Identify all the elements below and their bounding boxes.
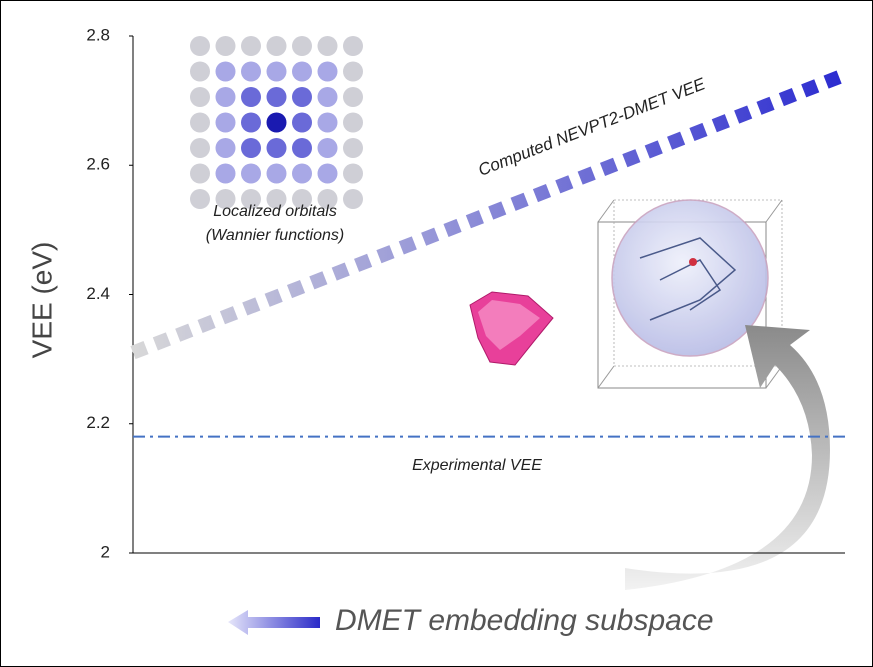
orbital-dot (318, 36, 338, 56)
orbital-dot (190, 189, 210, 209)
orbital-dot (190, 113, 210, 133)
orbital-dot (241, 113, 261, 133)
orbital-dot (241, 138, 261, 158)
orbital-dot (241, 62, 261, 82)
y-tick-label: 2.8 (86, 25, 110, 44)
orbital-dot (318, 113, 338, 133)
orbital-dot (190, 62, 210, 82)
y-tick-label: 2.2 (86, 413, 110, 432)
orbital-dot (190, 36, 210, 56)
orbital-dot (292, 164, 312, 184)
orbital-dot (318, 164, 338, 184)
orbital-dot (318, 138, 338, 158)
series-label: Experimental VEE (412, 457, 542, 474)
y-tick-label: 2 (101, 542, 110, 561)
orbital-dot (267, 113, 287, 133)
orbital-dot (267, 36, 287, 56)
y-tick-label: 2.6 (86, 155, 110, 174)
series-label: Computed NEVPT2-DMET VEE (476, 74, 709, 180)
orbital-dot (292, 62, 312, 82)
orbital-dot (318, 87, 338, 107)
orbital-dot (292, 87, 312, 107)
orbital-dot (190, 138, 210, 158)
orbital-dot (343, 113, 363, 133)
x-axis-title: DMET embedding subspace (335, 604, 714, 637)
chart: VEE (eV) DMET embedding subspace Localiz… (0, 0, 873, 667)
orbital-dot (292, 113, 312, 133)
orbital-dot (343, 87, 363, 107)
orbital-dot (216, 62, 236, 82)
orbital-dot (318, 62, 338, 82)
orbital-dot (190, 164, 210, 184)
orbital-dot (216, 36, 236, 56)
orbital-dot (241, 36, 261, 56)
orbital-dot (216, 138, 236, 158)
decoration (190, 36, 830, 635)
orbital-dot (292, 138, 312, 158)
orbital-dot (241, 164, 261, 184)
orbital-dot (343, 189, 363, 209)
y-tick-label: 2.4 (86, 284, 110, 303)
orbital-dot (267, 138, 287, 158)
orbital-dot (343, 164, 363, 184)
orbital-dot (216, 87, 236, 107)
y-axis-title: VEE (eV) (26, 242, 57, 359)
orbital-dot (267, 164, 287, 184)
orbital-dot (343, 62, 363, 82)
orbital-dot (343, 138, 363, 158)
orbital-dot (216, 164, 236, 184)
orbital-dot (216, 113, 236, 133)
orbital-dot (292, 36, 312, 56)
orbital-dot (267, 62, 287, 82)
orbital-dot (343, 36, 363, 56)
annotation: (Wannier functions) (206, 227, 344, 244)
orbital-dot (190, 87, 210, 107)
orbital-dot (241, 87, 261, 107)
annotation: Localized orbitals (213, 203, 337, 220)
orbital-dot (267, 87, 287, 107)
